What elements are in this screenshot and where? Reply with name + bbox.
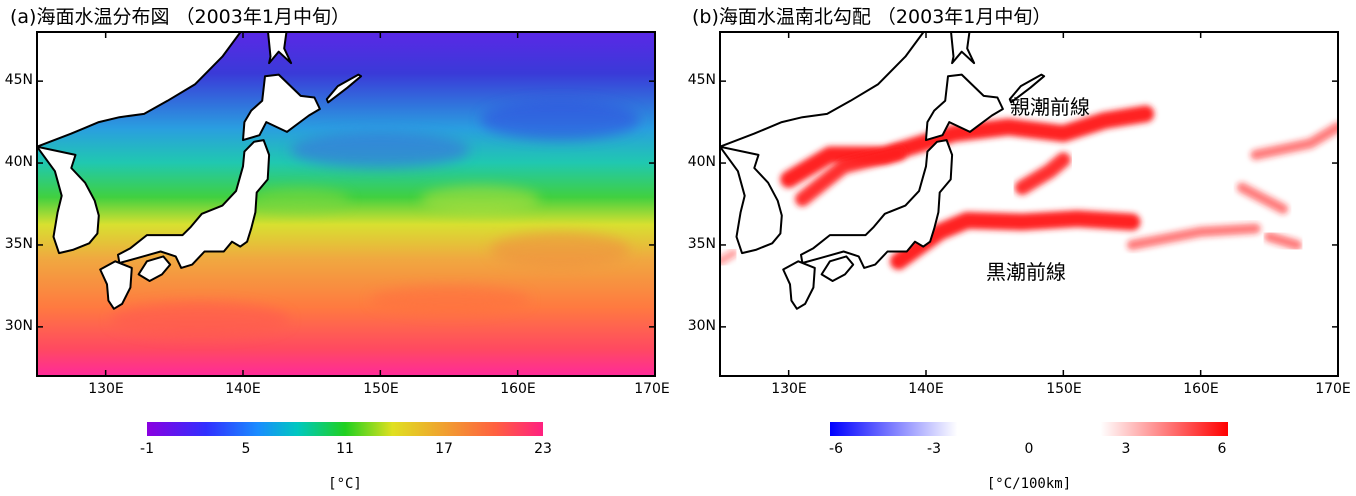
axis-ticks (37, 32, 1338, 376)
lat-label: 35N (4, 236, 33, 252)
front-1 (890, 210, 1141, 270)
panel-a-title: (a)海面水温分布図 （2003年1月中旬） (10, 6, 350, 28)
lat-label: 35N (687, 236, 716, 252)
coastline-honshu (117, 139, 271, 269)
lon-label: 130E (88, 381, 124, 397)
coastline-honshu (800, 139, 954, 269)
lat-label: 30N (4, 318, 33, 334)
lat-label: 40N (4, 154, 33, 170)
lon-label: 170E (1315, 381, 1351, 397)
lon-label: 130E (771, 381, 807, 397)
colorbar-b (830, 422, 1228, 436)
land-mask-a (37, 32, 363, 310)
coastline-shikoku (137, 255, 172, 282)
coastline-korea (37, 145, 100, 255)
lat-label: 40N (687, 154, 716, 170)
coastline-hokkaido (242, 73, 321, 142)
colorbar-a-unit: [°C] (328, 476, 362, 492)
lon-label: 150E (363, 381, 399, 397)
oyashio-front-label: 親潮前線 (1010, 95, 1090, 119)
front-4 (1126, 223, 1261, 251)
colorbar-a-tick: 11 (336, 441, 354, 457)
colorbar-a-tick: 23 (534, 441, 552, 457)
colorbar-b-tick: -3 (927, 441, 941, 457)
lat-label: 30N (687, 318, 716, 334)
front-5 (1264, 231, 1302, 251)
panel-b-frame (719, 31, 1339, 377)
colorbar-b-tick: 6 (1217, 441, 1227, 457)
kuroshio-front-label: 黒潮前線 (986, 260, 1066, 284)
lon-label: 160E (500, 381, 536, 397)
coastline-asia (37, 32, 242, 148)
lon-label: 140E (225, 381, 261, 397)
colorbar-a-tick: 5 (241, 441, 251, 457)
front-6 (1250, 121, 1338, 161)
panel-a-frame (36, 31, 656, 377)
front-0 (780, 105, 1155, 188)
front-8 (720, 249, 738, 266)
front-2 (795, 145, 906, 207)
lon-label: 140E (908, 381, 944, 397)
coastline-kurils (1008, 73, 1046, 104)
coastline-kyushu (782, 260, 816, 310)
panel-b-title: (b)海面水温南北勾配 （2003年1月中旬） (692, 6, 1052, 28)
gradient-fronts (720, 105, 1338, 270)
coastline-sakhalin (267, 32, 293, 65)
lon-label: 160E (1183, 381, 1219, 397)
coastline-hokkaido (925, 73, 1004, 142)
lat-label: 45N (687, 72, 716, 88)
coastline-sakhalin (950, 32, 976, 65)
front-3 (1014, 152, 1071, 195)
lat-label: 45N (4, 72, 33, 88)
coastline-asia (720, 32, 925, 148)
colorbar-b-tick: -6 (829, 441, 843, 457)
colorbar-b-tick: 0 (1024, 441, 1034, 457)
front-7 (1236, 182, 1289, 215)
land-mask-b (720, 32, 1046, 310)
lon-label: 150E (1046, 381, 1082, 397)
colorbar-a (147, 422, 543, 436)
lon-label: 170E (634, 381, 670, 397)
colorbar-a-tick: -1 (140, 441, 154, 457)
coastline-shikoku (820, 255, 855, 282)
coastline-kyushu (99, 260, 133, 310)
colorbar-b-unit: [°C/100km] (986, 476, 1072, 492)
coastline-korea (720, 145, 783, 255)
colorbar-b-tick: 3 (1121, 441, 1131, 457)
colorbar-a-tick: 17 (435, 441, 453, 457)
coastline-kurils (325, 73, 363, 104)
